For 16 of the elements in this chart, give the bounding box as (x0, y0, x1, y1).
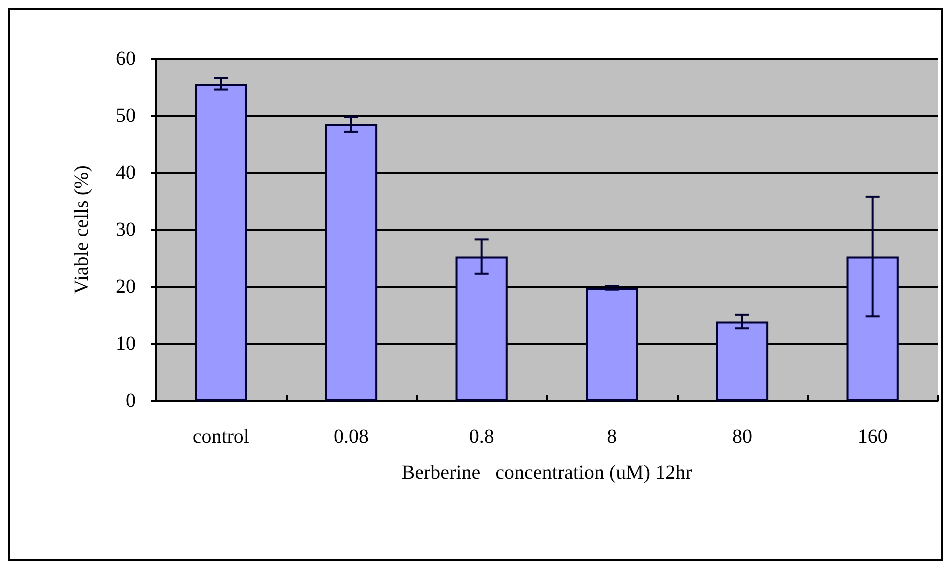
x-tick-label: control (192, 426, 250, 448)
bar (586, 288, 638, 401)
y-tick-label: 0 (126, 390, 136, 412)
y-tick-label: 10 (116, 333, 136, 355)
x-tick-label: 8 (607, 426, 618, 448)
y-tick-label: 40 (116, 162, 136, 184)
x-axis-title: Berberine concentration (uM) 12hr (402, 462, 693, 484)
x-tick-label: 80 (732, 426, 752, 448)
y-tick-label: 30 (116, 219, 136, 241)
y-tick-label: 50 (116, 105, 136, 127)
x-tick-label: 0.8 (469, 426, 494, 448)
y-axis-title: Viable cells (%) (71, 166, 93, 294)
x-tick-label: 160 (858, 426, 888, 448)
x-tick-label: 0.08 (334, 426, 369, 448)
y-tick-label: 20 (116, 276, 136, 298)
y-tick-label: 60 (116, 48, 136, 70)
